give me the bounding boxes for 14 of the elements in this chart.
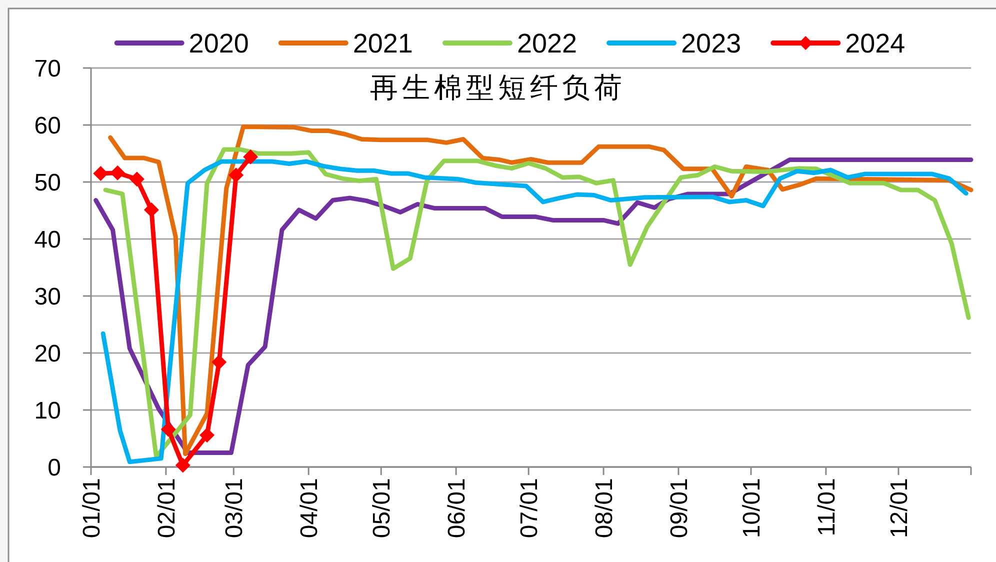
legend-label: 2020 xyxy=(188,28,249,58)
title: 再生棉型短纤负荷 xyxy=(370,72,626,103)
legend-label: 2021 xyxy=(352,28,413,58)
point xyxy=(93,166,108,181)
legend-label: 2022 xyxy=(516,28,578,58)
legend-label: 2023 xyxy=(681,28,742,58)
legend-label: 2024 xyxy=(845,28,906,58)
point xyxy=(129,172,144,187)
point xyxy=(110,165,126,180)
point xyxy=(212,354,227,370)
point xyxy=(144,202,159,218)
point xyxy=(200,428,215,443)
point xyxy=(160,422,176,437)
point xyxy=(175,458,190,473)
